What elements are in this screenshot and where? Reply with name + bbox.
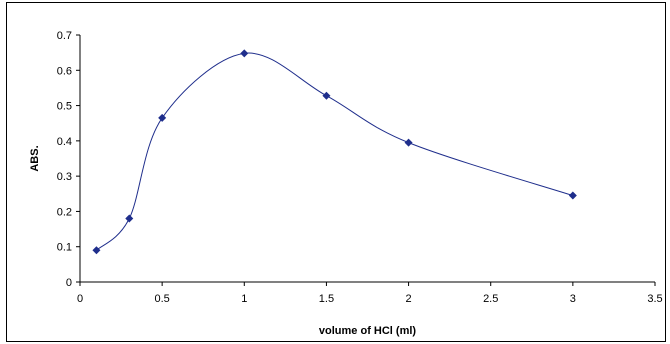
y-tick-label: 0.7 — [57, 30, 72, 42]
data-point-marker — [158, 113, 167, 122]
x-tick-label: 1.5 — [319, 293, 334, 305]
x-tick-label: 3.5 — [647, 293, 662, 305]
data-point-marker — [125, 214, 134, 223]
series-markers — [92, 49, 577, 255]
x-tick-label: 3 — [570, 293, 576, 305]
y-tick-label: 0 — [66, 277, 72, 289]
x-tick-label: 1 — [241, 293, 247, 305]
y-tick-label: 0.6 — [57, 65, 72, 77]
data-point-marker — [240, 49, 249, 58]
y-tick-label: 0.3 — [57, 171, 72, 183]
y-tick-label: 0.2 — [57, 206, 72, 218]
chart-frame — [6, 2, 666, 342]
x-tick-label: 2.5 — [483, 293, 498, 305]
y-axis-title: ABS. — [29, 145, 41, 171]
data-point-marker — [322, 91, 331, 100]
y-tick-label: 0.4 — [57, 136, 72, 148]
y-tick-label: 0.5 — [57, 101, 72, 113]
y-tick-label: 0.1 — [57, 242, 72, 254]
data-point-marker — [568, 191, 577, 200]
series-line — [96, 52, 574, 251]
y-ticks: 0 0.1 0.2 0.3 0.4 0.5 0.6 0.7 — [57, 30, 80, 289]
axes — [79, 35, 655, 283]
data-point-marker — [404, 138, 413, 147]
x-tick-label: 0.5 — [154, 293, 169, 305]
x-tick-label: 2 — [406, 293, 412, 305]
x-ticks: 0 0.5 1 1.5 2 2.5 3 3.5 — [77, 282, 663, 305]
x-tick-label: 0 — [77, 293, 83, 305]
x-axis-title: volume of HCl (ml) — [319, 325, 417, 337]
data-point-marker — [92, 246, 101, 255]
